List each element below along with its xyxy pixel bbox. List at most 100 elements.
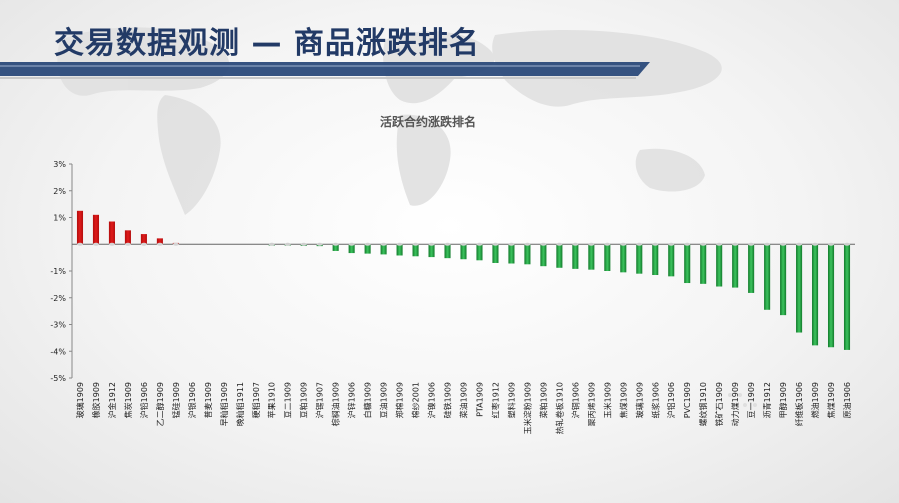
bar <box>380 244 387 255</box>
x-tick-label: 沪铜1906 <box>570 382 580 418</box>
bar-cap <box>348 242 355 246</box>
x-tick-label: 沪锡1907 <box>315 382 325 418</box>
bar <box>668 244 675 277</box>
bar-cap <box>748 242 755 246</box>
bar <box>124 230 131 245</box>
x-tick-label: 玉米淀粉1909 <box>522 382 532 434</box>
x-tick-label: 塑料1909 <box>506 382 516 418</box>
x-tick-label: 红枣1912 <box>490 382 500 418</box>
bar-cap <box>636 242 643 246</box>
x-tick-label: 焦炭1909 <box>123 382 133 418</box>
x-tick-label: 硅铁1909 <box>443 382 453 418</box>
bar-cap <box>444 242 451 246</box>
x-tick-label: 热轧卷板1910 <box>554 382 564 434</box>
bar-cap <box>764 242 771 246</box>
x-tick-label: PTA1909 <box>475 382 484 417</box>
bar-cap <box>364 242 371 246</box>
x-tick-label: 玻璃1909 <box>634 382 644 418</box>
x-tick-label: 原油1906 <box>842 382 852 418</box>
bar-cap <box>588 242 595 246</box>
x-tick-label: 晚籼稻1911 <box>235 382 245 426</box>
bar-cap <box>827 242 835 246</box>
bar <box>156 238 163 245</box>
bar-cap <box>332 242 339 246</box>
bar-cap <box>796 242 803 246</box>
bar <box>700 244 707 284</box>
bar-cap <box>476 242 483 246</box>
bar-cap <box>556 242 563 246</box>
x-tick-label: 粳稻1907 <box>251 382 261 418</box>
bar <box>92 214 100 245</box>
x-tick-label: 豆二1909 <box>284 382 293 418</box>
x-tick-label: 豆油1909 <box>379 382 389 418</box>
x-tick-label: 燃油1909 <box>810 382 820 418</box>
x-tick-label: 白糖1909 <box>363 382 373 418</box>
bar <box>732 244 739 288</box>
bar-cap <box>492 242 499 246</box>
bar-cap <box>668 242 675 246</box>
bar-cap <box>572 242 579 246</box>
bar-cap <box>268 242 275 246</box>
bar-cap <box>380 242 387 246</box>
x-tick-label: 橡胶1909 <box>91 382 101 418</box>
x-tick-label: 沪锌1906 <box>347 382 357 418</box>
bar-cap <box>396 242 403 246</box>
x-tick-label: 锰硅1909 <box>171 382 181 418</box>
bar-cap <box>76 242 84 246</box>
bar-cap <box>604 242 611 246</box>
x-tick-label: 纤维板1906 <box>794 382 804 426</box>
bar-cap <box>124 242 131 246</box>
bar <box>396 244 403 256</box>
bar <box>108 221 115 245</box>
bar <box>572 244 579 269</box>
bar <box>588 244 595 270</box>
x-tick-label: 早籼稻1909 <box>219 382 229 426</box>
y-tick-label: 2% <box>53 187 66 196</box>
bar <box>780 244 787 316</box>
x-tick-label: 菜粕1909 <box>538 382 548 418</box>
x-tick-label: 苹果1910 <box>267 382 277 418</box>
y-tick-label: 3% <box>53 160 66 169</box>
bar-cap <box>732 242 739 246</box>
bar <box>827 244 835 348</box>
bar-cap <box>652 242 659 246</box>
x-tick-label: 焦煤1909 <box>826 382 836 418</box>
bar <box>843 244 851 350</box>
x-tick-label: 甲醇1909 <box>778 382 788 418</box>
bar <box>508 244 515 264</box>
bar-cap <box>92 242 100 246</box>
bar-cap <box>812 242 819 246</box>
x-tick-label: 棉纱2001 <box>411 382 421 418</box>
x-tick-label: 纸浆1906 <box>650 382 660 418</box>
bar-cap <box>428 242 435 246</box>
bar-cap <box>700 242 707 246</box>
bar <box>332 244 339 251</box>
x-tick-label: 螺纹钢1910 <box>698 382 708 426</box>
y-tick-label: -5% <box>50 374 66 383</box>
bar <box>748 244 755 293</box>
bar <box>412 244 419 257</box>
x-tick-label: 乙二醇1909 <box>155 382 165 426</box>
bar-cap <box>843 242 851 246</box>
y-tick-label: -3% <box>50 321 66 330</box>
bar <box>492 244 499 263</box>
x-tick-label: 沪铝1906 <box>666 382 676 418</box>
x-tick-label: 焦煤1909 <box>618 382 628 418</box>
bar-cap <box>780 242 787 246</box>
bar <box>684 244 691 284</box>
x-tick-label: 豆一1909 <box>747 382 756 418</box>
bar-cap <box>316 242 323 246</box>
bar <box>636 244 643 274</box>
y-tick-label: 1% <box>53 214 66 223</box>
chart-bars <box>76 210 851 350</box>
bar-cap <box>300 242 307 246</box>
bar <box>460 244 467 260</box>
bar <box>604 244 611 271</box>
bar-cap <box>108 242 115 246</box>
bar-cap <box>156 242 163 246</box>
x-tick-label: 玉米1909 <box>602 382 612 418</box>
x-tick-label: 棕榈油1909 <box>331 382 341 426</box>
y-tick-label: -2% <box>50 294 66 303</box>
x-tick-label: 聚丙烯1909 <box>586 382 596 426</box>
bar <box>76 210 84 245</box>
